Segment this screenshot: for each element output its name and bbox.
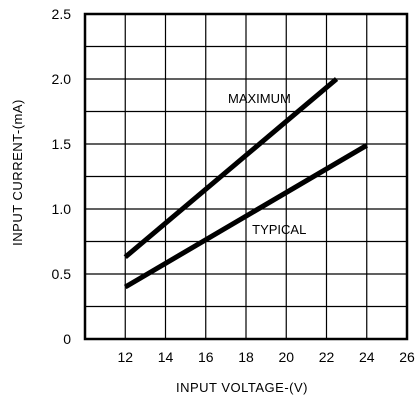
x-tick-label: 14	[158, 349, 174, 365]
series-line-typical	[123, 143, 369, 290]
series-label-typical: TYPICAL	[252, 222, 306, 237]
y-tick-label: 0.5	[52, 266, 72, 282]
x-tick-label: 24	[359, 349, 375, 365]
plot-frame	[83, 12, 409, 341]
x-tick-label: 22	[319, 349, 335, 365]
series-labels: MAXIMUM TYPICAL	[228, 91, 306, 237]
x-axis-title: INPUT VOLTAGE-(V)	[176, 380, 308, 395]
y-tick-label: 0	[63, 331, 71, 347]
series-lines	[123, 77, 369, 290]
grid	[85, 14, 407, 339]
x-tick-label: 26	[399, 349, 415, 365]
y-tick-label: 1.0	[52, 201, 72, 217]
series-line-maximum	[123, 77, 339, 260]
series-label-maximum: MAXIMUM	[228, 91, 291, 106]
x-tick-labels: 12 14 16 18 20 22 24 26	[117, 349, 415, 365]
y-tick-labels: 0 0.5 1.0 1.5 2.0 2.5	[52, 6, 72, 347]
x-tick-label: 20	[278, 349, 294, 365]
x-tick-label: 16	[198, 349, 214, 365]
y-tick-label: 1.5	[52, 136, 72, 152]
y-axis-title: INPUT CURRENT-(mA)	[10, 99, 25, 246]
y-tick-label: 2.0	[52, 71, 72, 87]
x-tick-label: 12	[117, 349, 133, 365]
y-tick-label: 2.5	[52, 6, 72, 22]
x-tick-label: 18	[238, 349, 254, 365]
